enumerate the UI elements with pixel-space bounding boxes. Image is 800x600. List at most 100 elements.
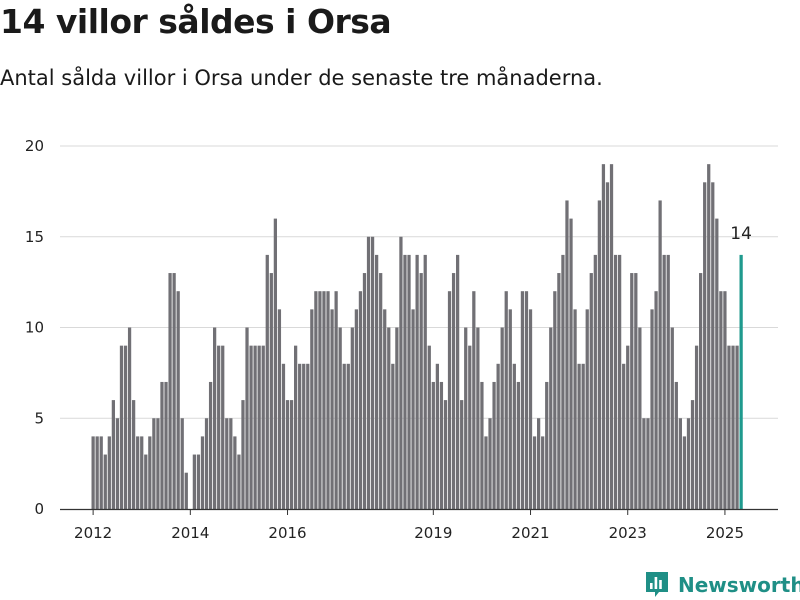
bar — [601, 164, 606, 509]
bar — [411, 309, 415, 509]
bar — [581, 363, 585, 509]
bar — [541, 436, 545, 509]
bar — [472, 291, 476, 509]
bar — [427, 345, 431, 509]
y-tick-label: 5 — [34, 409, 44, 427]
bar — [694, 345, 699, 509]
newsworthy-logo-icon — [646, 572, 668, 597]
bar — [557, 273, 561, 509]
bar — [156, 418, 160, 509]
x-tick-label: 2012 — [74, 524, 112, 542]
bar — [172, 273, 176, 509]
bar — [164, 381, 168, 509]
bar — [646, 418, 650, 509]
bar — [144, 454, 148, 509]
bar — [119, 345, 124, 509]
bar — [241, 400, 245, 509]
bar — [253, 345, 257, 509]
bar — [123, 345, 128, 509]
bar — [524, 291, 529, 509]
bar — [605, 182, 610, 510]
bar — [460, 400, 464, 509]
bar — [298, 363, 302, 509]
y-axis-labels: 0 5 10 15 20 — [25, 137, 44, 518]
bar — [735, 345, 739, 509]
x-tick-label: 2021 — [511, 524, 549, 542]
bar — [281, 363, 286, 509]
newsworthy-logo-text: Newsworthy — [678, 573, 800, 597]
bar — [95, 436, 99, 509]
bar — [310, 309, 314, 509]
bar — [245, 327, 249, 509]
bar — [180, 418, 184, 509]
bar — [249, 345, 253, 509]
bar — [111, 400, 115, 509]
bar — [354, 309, 358, 509]
bar — [690, 400, 695, 509]
bar — [136, 436, 140, 509]
x-tick-label: 2025 — [706, 524, 744, 542]
bar — [285, 400, 290, 509]
bar — [350, 327, 354, 509]
bar — [306, 363, 310, 509]
bar — [468, 345, 472, 509]
bar — [338, 327, 342, 509]
bar — [91, 436, 95, 509]
bar — [419, 273, 423, 509]
bar — [626, 345, 630, 509]
bar — [152, 418, 156, 509]
bar — [196, 454, 201, 509]
bar — [553, 291, 557, 509]
bar — [362, 273, 367, 509]
bar — [638, 327, 642, 509]
bar — [658, 200, 662, 509]
bar — [375, 254, 379, 509]
bar — [277, 309, 282, 509]
bar — [318, 291, 322, 509]
bar — [237, 454, 241, 509]
bar — [447, 291, 452, 509]
bar — [370, 236, 375, 509]
bar — [399, 236, 403, 509]
bar — [549, 327, 553, 509]
bar — [642, 418, 646, 509]
bar — [488, 418, 492, 509]
bar — [415, 254, 419, 509]
bar — [699, 273, 703, 509]
bar — [221, 345, 225, 509]
newsworthy-logo: Newsworthy — [644, 570, 800, 600]
bar — [707, 164, 711, 509]
bar — [496, 363, 500, 509]
bar — [492, 381, 496, 509]
bar — [439, 381, 444, 509]
bar — [561, 254, 565, 509]
bar — [265, 254, 269, 509]
bar — [464, 327, 468, 509]
bar — [140, 436, 144, 509]
bar — [443, 400, 448, 509]
bar — [334, 291, 338, 509]
x-tick-label: 2014 — [171, 524, 209, 542]
bar — [723, 291, 727, 509]
bar — [273, 218, 277, 509]
bar — [322, 291, 326, 509]
bar — [650, 309, 654, 509]
bar — [674, 381, 678, 509]
bar — [261, 345, 265, 509]
bar — [532, 436, 537, 509]
bar — [289, 400, 294, 509]
bar — [127, 327, 132, 509]
bar — [269, 273, 273, 509]
bar — [634, 273, 638, 509]
bar — [132, 400, 136, 509]
bar — [192, 454, 196, 509]
bar — [103, 454, 107, 509]
bar — [630, 273, 634, 509]
bar — [565, 200, 569, 509]
bar — [727, 345, 731, 509]
bar — [537, 418, 541, 509]
bar — [403, 254, 407, 509]
bar — [703, 182, 707, 510]
bar — [387, 327, 391, 509]
